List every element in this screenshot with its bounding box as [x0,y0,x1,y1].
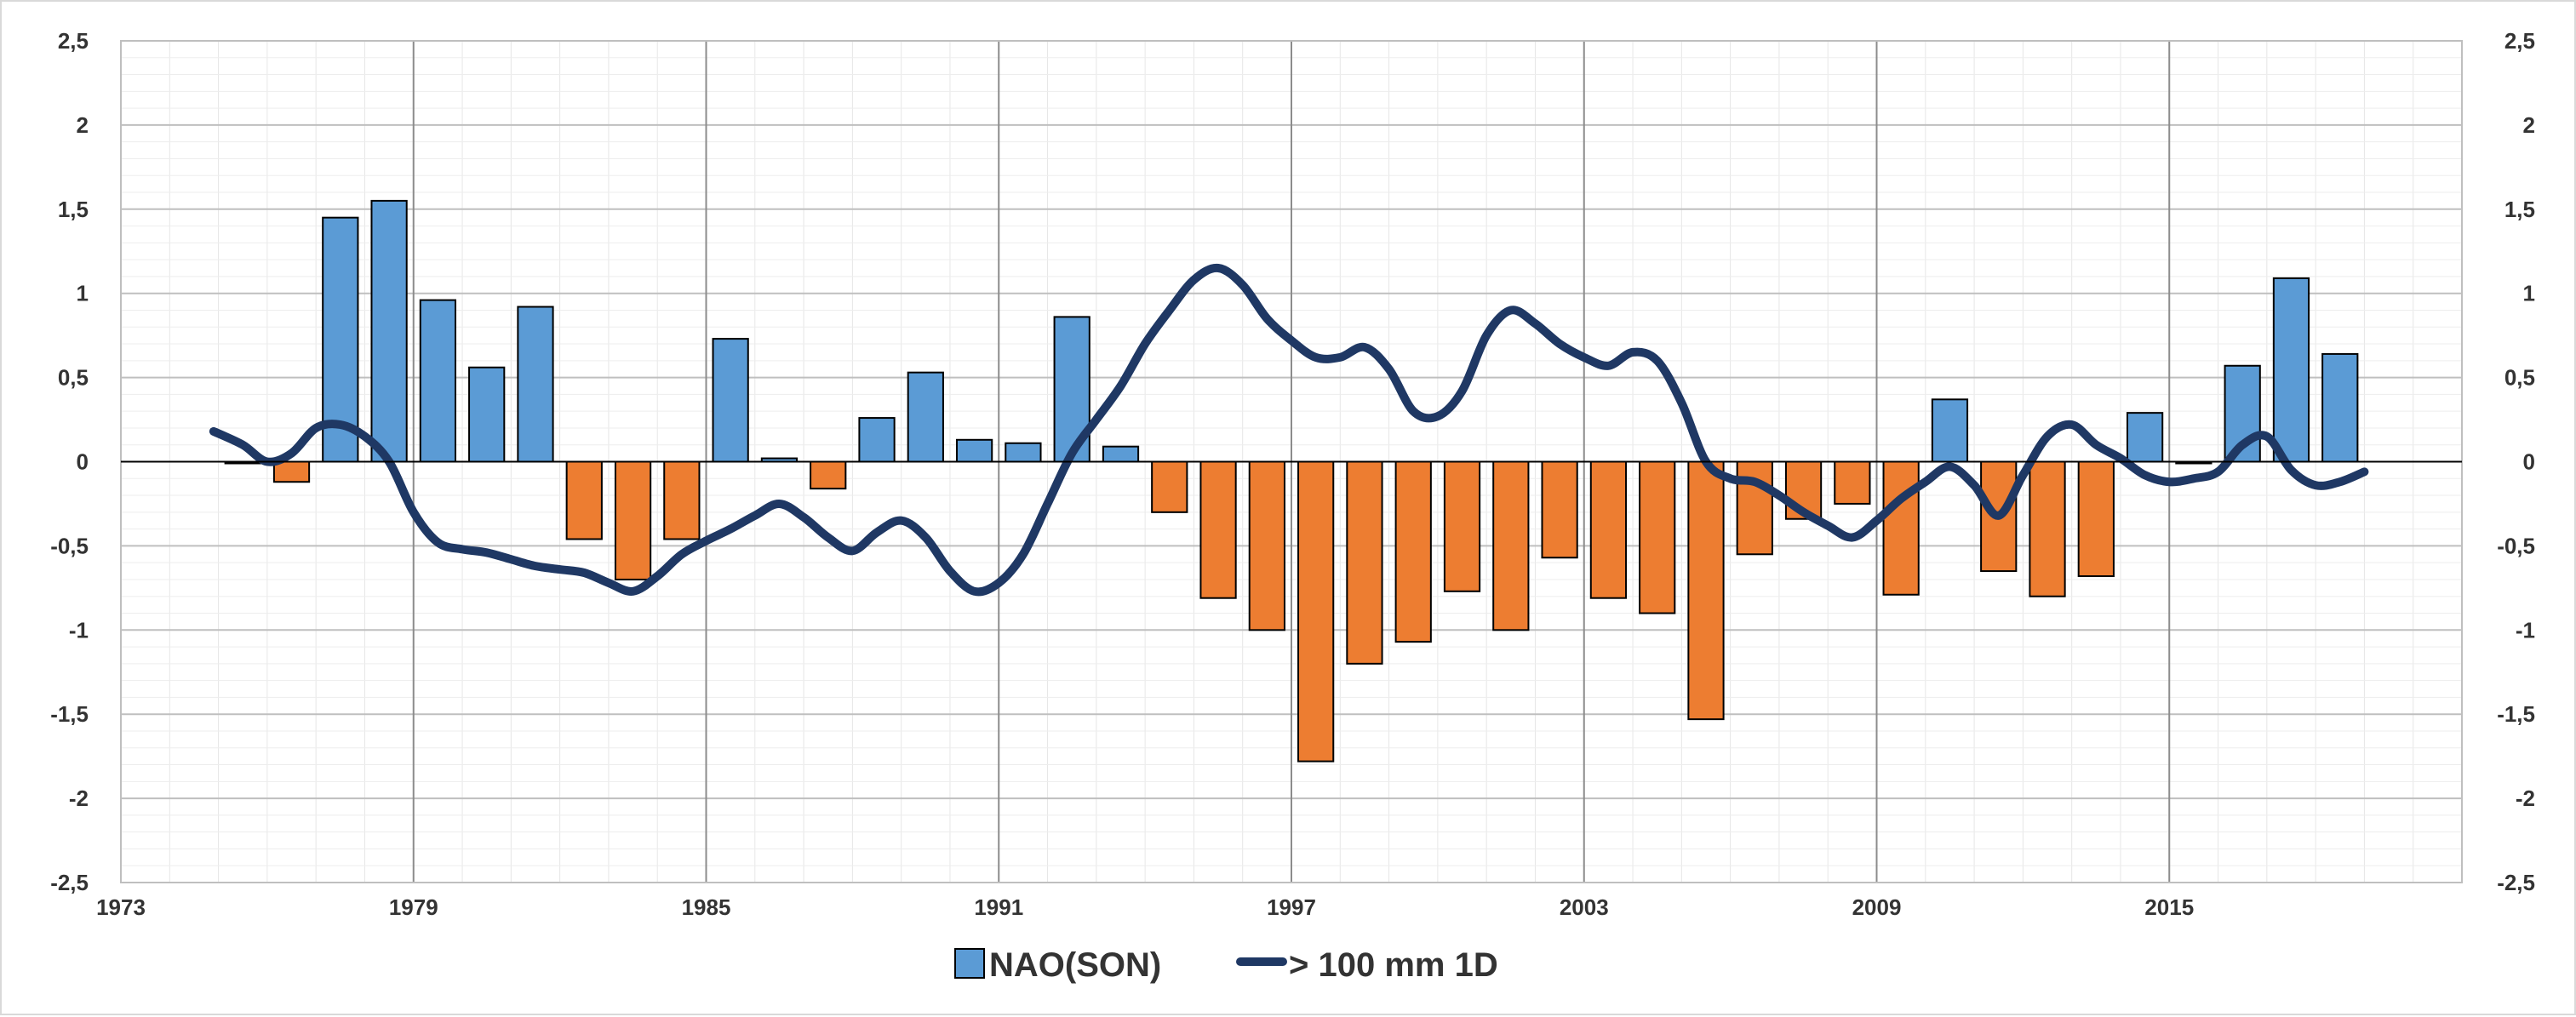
y-tick-label-left: 2,5 [58,28,89,54]
bar-1988 [858,417,896,463]
x-tick-label: 2003 [1560,894,1609,920]
bar-1998 [1346,460,1383,665]
x-tick-label: 1985 [682,894,731,920]
bar-1978 [370,199,408,463]
y-tick-label-left: -1,5 [50,701,89,727]
precip-line-group [209,263,2369,597]
bar-1999 [1394,460,1432,643]
y-tick-label-right: -0,5 [2497,533,2535,558]
bar-2008 [1834,460,1871,505]
axes: 2,5 2 1,5 1 0,5 0 -0,5 -1 -1,5 -2 -2,5 2,5 2 1,5 1 0,5 0… [50,28,2535,920]
y-tick-label-right: -2 [2516,786,2535,811]
bar-2003 [1589,460,1628,599]
y-tick-label-left: 0,5 [58,365,89,391]
x-tick-label: 1979 [389,894,438,920]
bar-2001 [1492,460,1530,631]
bar-1994 [1151,460,1188,513]
bar-1984 [663,460,701,540]
bar-2013 [2077,460,2115,578]
y-tick-label-right: 1 [2523,281,2535,306]
y-tick-label-left: 1 [77,281,89,306]
bar-1996 [1248,460,1285,631]
x-tick-label: 2009 [1852,894,1902,920]
bar-1979 [419,299,457,463]
bar-1987 [810,460,847,490]
precip-line [209,263,2369,597]
bar-2017 [2272,277,2310,463]
y-tick-label-left: 1,5 [58,197,89,222]
bar-1993 [1102,445,1140,463]
bar-2000 [1443,460,1481,592]
y-tick-label-left: -2,5 [50,870,89,895]
y-tick-label-left: -1 [69,617,89,643]
x-tick-label: 1973 [96,894,146,920]
bar-2014 [2126,412,2164,463]
bar-1989 [907,371,944,463]
legend-label-line: > 100 mm 1D [1289,946,1498,984]
bar-1991 [1005,442,1042,463]
bar-1976 [272,460,311,483]
y-tick-label-right: 0 [2523,449,2535,475]
y-tick-label-right: -1,5 [2497,701,2535,727]
x-tick-label: 1991 [974,894,1023,920]
bar-1990 [955,438,993,463]
y-tick-label-right: -1 [2516,617,2535,643]
y-tick-label-left: -0,5 [50,533,89,558]
y-tick-label-left: 2 [77,112,89,138]
bar-1982 [565,460,603,540]
bar-2009 [1882,460,1920,596]
bar-2010 [1931,398,1969,463]
bar-2002 [1541,460,1578,559]
y-tick-label-right: 0,5 [2504,365,2535,391]
bar-1981 [517,306,554,463]
bar-1983 [614,460,652,580]
bar-1980 [468,366,506,463]
x-tick-label: 1997 [1267,894,1316,920]
legend: NAO(SON) > 100 mm 1D [954,946,1498,984]
bar-2018 [2321,352,2359,463]
legend-swatch-nao [954,948,985,979]
y-tick-label-right: -2,5 [2497,870,2535,895]
x-tick-label: 2015 [2144,894,2194,920]
y-tick-label-left: 0 [77,449,89,475]
bar-2004 [1639,460,1676,614]
bar-1985 [712,338,749,463]
bar-2012 [2029,460,2066,597]
bar-2007 [1784,460,1823,520]
y-tick-label-right: 2 [2523,112,2535,138]
y-tick-label-right: 2,5 [2504,28,2535,54]
y-tick-label-left: -2 [69,786,89,811]
y-tick-label-right: 1,5 [2504,197,2535,222]
bar-1997 [1297,460,1335,763]
bar-1995 [1199,460,1237,599]
bar-2006 [1736,460,1773,556]
bar-2005 [1687,460,1725,721]
legend-label-nao: NAO(SON) [989,946,1161,984]
